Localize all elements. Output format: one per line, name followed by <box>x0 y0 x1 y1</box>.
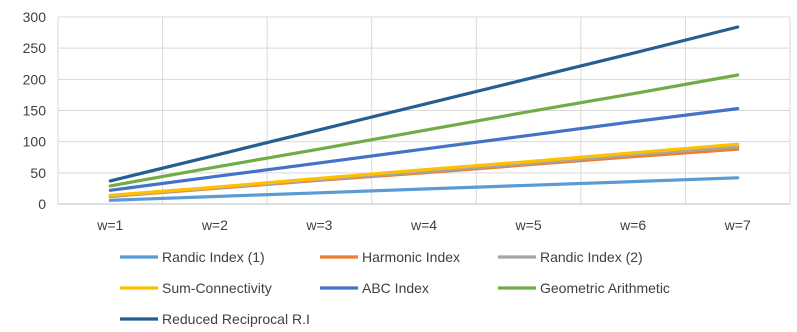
legend-item: Harmonic Index <box>320 249 460 265</box>
legend-label: Geometric Arithmetic <box>540 280 670 296</box>
x-tick-label: w=2 <box>201 217 228 233</box>
x-tick-label: w=4 <box>410 217 437 233</box>
legend: Randic Index (1) Harmonic Index Randic Ind… <box>120 249 670 327</box>
x-tick-label: w=3 <box>305 217 332 233</box>
y-tick-label: 300 <box>23 9 47 25</box>
x-tick-label: w=6 <box>619 217 646 233</box>
y-tick-label: 200 <box>23 71 47 87</box>
legend-label: Sum-Connectivity <box>162 280 272 296</box>
legend-item: ABC Index <box>320 280 429 296</box>
series-lines <box>108 25 740 202</box>
legend-label: Reduced Reciprocal R.I <box>162 311 310 327</box>
series-line-6 <box>108 73 740 188</box>
y-tick-label: 150 <box>23 103 47 119</box>
series-line-1 <box>108 176 740 202</box>
legend-label: Harmonic Index <box>362 249 460 265</box>
x-tick-label: w=5 <box>515 217 542 233</box>
legend-item: Sum-Connectivity <box>120 280 272 296</box>
gridlines <box>57 16 791 204</box>
legend-label: Randic Index (1) <box>162 249 265 265</box>
legend-item: Geometric Arithmetic <box>498 280 670 296</box>
y-tick-label: 100 <box>23 134 47 150</box>
series-line-5 <box>108 106 740 192</box>
legend-label: Randic Index (2) <box>540 249 643 265</box>
legend-label: ABC Index <box>362 280 429 296</box>
legend-item: Randic Index (1) <box>120 249 265 265</box>
legend-item: Reduced Reciprocal R.I <box>120 311 310 327</box>
x-tick-label: w=7 <box>724 217 751 233</box>
x-tick-label: w=1 <box>96 217 123 233</box>
y-tick-label: 250 <box>23 40 47 56</box>
y-tick-label: 50 <box>30 165 46 181</box>
y-tick-label: 0 <box>38 196 46 212</box>
series-line-4 <box>108 142 740 197</box>
legend-item: Randic Index (2) <box>498 249 643 265</box>
series-line-7 <box>108 25 740 183</box>
